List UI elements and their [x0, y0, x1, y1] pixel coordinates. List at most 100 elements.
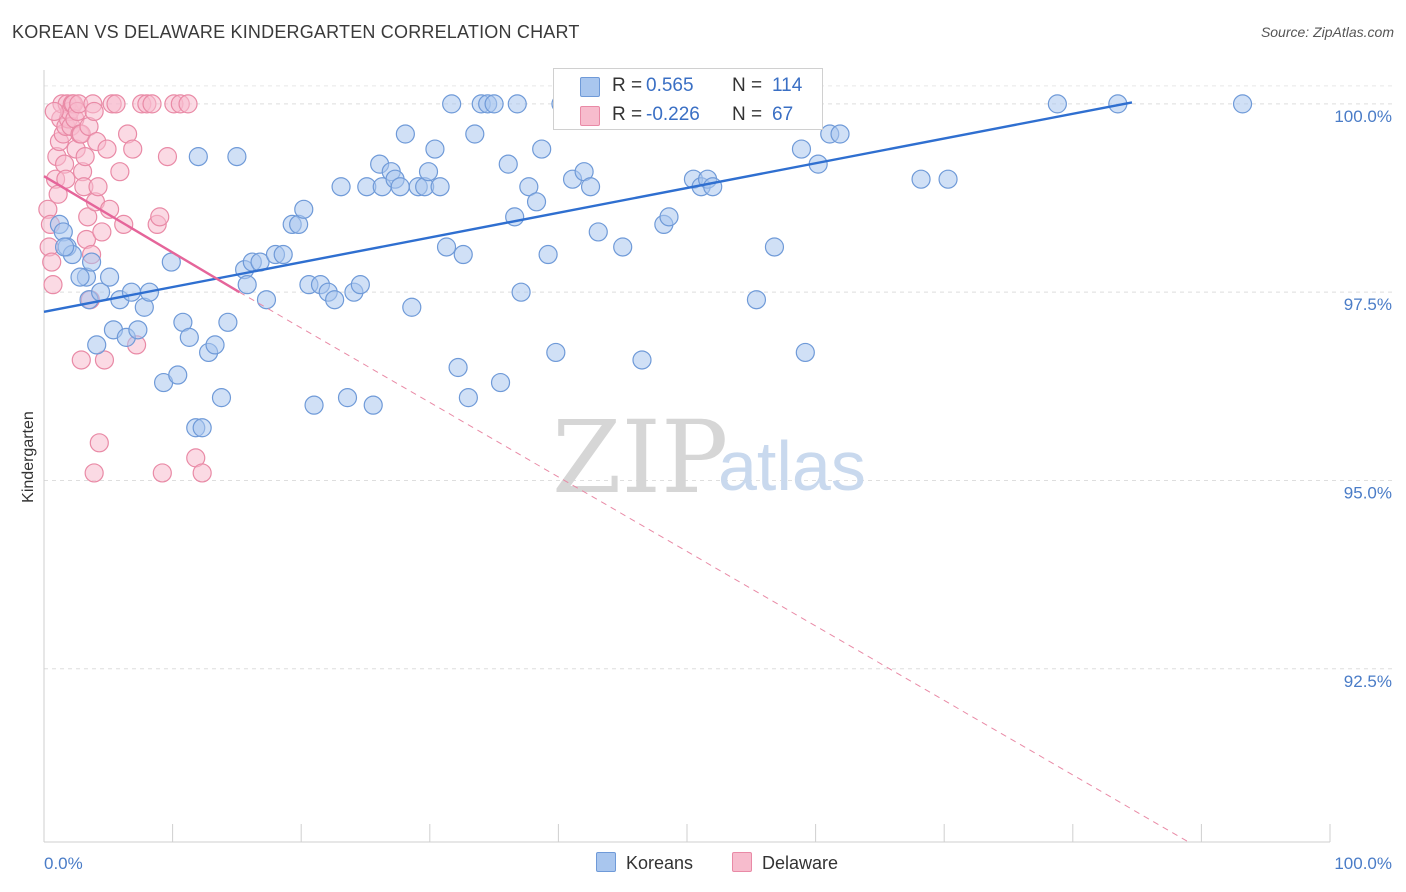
koreans-point: [325, 290, 345, 310]
koreans-point: [465, 124, 485, 144]
koreans-point: [87, 335, 107, 355]
koreans-legend-swatch: [596, 852, 616, 872]
koreans-point: [938, 169, 958, 189]
koreans-point: [70, 267, 90, 287]
koreans-point: [128, 320, 148, 340]
koreans-point: [546, 342, 566, 363]
axes: [43, 70, 1331, 843]
koreans-point: [458, 388, 478, 408]
delaware-point: [44, 101, 64, 122]
delaware-point: [75, 147, 95, 167]
series-delaware-points: [38, 94, 212, 483]
koreans-swatch: [580, 77, 600, 97]
koreans-point: [484, 94, 504, 114]
koreans-point: [532, 139, 552, 159]
y-tick-label: 100.0%: [1334, 107, 1392, 126]
koreans-point: [331, 177, 351, 197]
x-tick-labels: 0.0% 100.0%: [44, 854, 1392, 873]
watermark-atlas: atlas: [718, 427, 866, 505]
delaware-point: [92, 222, 112, 242]
source-label: Source: ZipAtlas.com: [1260, 24, 1394, 40]
koreans-point: [337, 388, 358, 408]
koreans-point: [188, 147, 208, 167]
delaware-point: [71, 350, 91, 370]
koreans-point: [632, 350, 652, 370]
legend-label-delaware: Delaware: [762, 853, 839, 873]
koreans-point: [363, 395, 383, 415]
delaware-point: [123, 139, 143, 159]
koreans-point: [490, 372, 511, 393]
koreans-point: [418, 162, 439, 182]
koreans-point: [237, 275, 257, 295]
koreans-point: [205, 335, 225, 355]
koreans-point: [795, 342, 815, 363]
delaware-point: [150, 207, 170, 227]
delaware-swatch: [580, 106, 600, 126]
delaware-point: [178, 94, 198, 114]
koreans-point: [179, 327, 199, 347]
koreans-point: [442, 94, 462, 114]
stats-legend: R = 0.565 N = 114 R = -0.226 N = 67: [553, 68, 823, 130]
x-tick-label: 100.0%: [1334, 854, 1392, 873]
koreans-point: [703, 177, 723, 197]
y-tick-label: 97.5%: [1344, 295, 1392, 314]
koreans-point: [294, 199, 314, 219]
koreans-point: [519, 177, 539, 197]
chart-title: KOREAN VS DELAWARE KINDERGARTEN CORRELAT…: [12, 22, 580, 42]
koreans-point: [1047, 94, 1067, 114]
series-koreans-points: [49, 94, 1253, 438]
koreans-point: [99, 267, 120, 287]
delaware-point: [192, 463, 212, 483]
koreans-point: [830, 124, 850, 144]
koreans-point: [911, 169, 931, 189]
delaware-legend-swatch: [732, 852, 752, 872]
koreans-point: [588, 222, 608, 242]
legend-row-koreans: R = 0.565 N = 114: [554, 71, 822, 99]
delaware-trend-line: [43, 175, 241, 294]
y-tick-labels: 92.5% 95.0% 97.5% 100.0%: [1334, 107, 1392, 691]
n-label: N =: [732, 75, 763, 96]
koreans-point: [256, 290, 277, 310]
koreans-point: [526, 192, 547, 212]
y-tick-label: 95.0%: [1344, 483, 1392, 502]
koreans-point: [453, 244, 473, 265]
koreans-point: [273, 244, 293, 265]
delaware-point: [106, 94, 126, 114]
delaware-point: [42, 252, 62, 272]
watermark: ZIP atlas: [552, 399, 866, 516]
r-value: 0.565: [646, 75, 694, 96]
r-label: R =: [612, 104, 643, 125]
koreans-point: [746, 290, 767, 310]
r-label: R =: [612, 75, 643, 96]
n-label: N =: [732, 104, 763, 125]
koreans-trend-line: [43, 101, 1133, 313]
koreans-point: [402, 297, 422, 317]
series-legend: Koreans Delaware: [0, 852, 1406, 878]
legend-item-delaware[interactable]: Delaware: [732, 852, 838, 874]
legend-label-koreans: Koreans: [626, 853, 694, 873]
delaware-point: [84, 463, 104, 483]
koreans-point: [390, 177, 410, 197]
koreans-point: [498, 154, 518, 174]
legend-item-koreans[interactable]: Koreans: [596, 852, 693, 874]
koreans-point: [350, 275, 370, 295]
koreans-point: [168, 365, 188, 385]
delaware-point: [88, 177, 108, 197]
delaware-point: [110, 162, 130, 182]
grid-lines: [44, 85, 1392, 670]
koreans-point: [613, 237, 633, 257]
koreans-point: [436, 237, 457, 257]
koreans-point: [659, 207, 679, 227]
koreans-point: [192, 418, 212, 438]
watermark-zip: ZIP: [552, 399, 728, 516]
koreans-point: [211, 388, 232, 408]
koreans-point: [511, 282, 531, 302]
n-value: 114: [772, 75, 803, 96]
koreans-point: [538, 244, 558, 265]
koreans-point: [507, 94, 527, 114]
delaware-point: [157, 147, 178, 167]
koreans-point: [448, 357, 468, 378]
delaware-point: [43, 275, 63, 295]
delaware-trend-extension: [239, 291, 1189, 843]
